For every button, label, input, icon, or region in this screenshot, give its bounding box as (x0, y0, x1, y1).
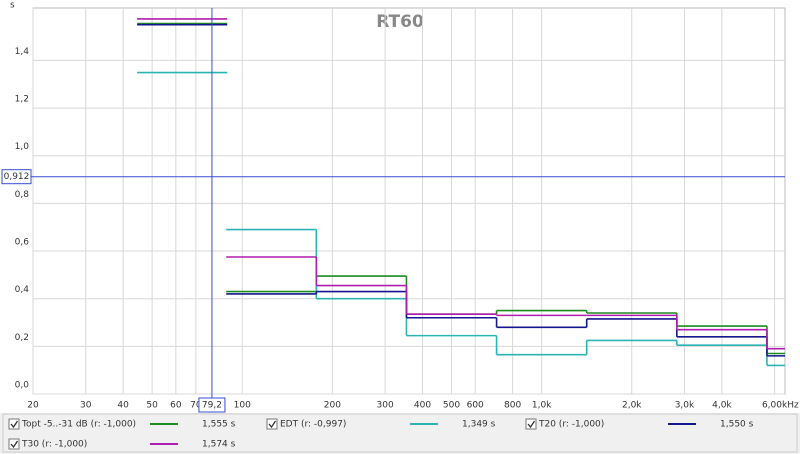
legend-readout: 1,550 s (720, 420, 754, 430)
x-tick-label: 800 (504, 401, 521, 411)
legend-readout: 1,574 s (202, 440, 236, 450)
y-tick-label: 0,6 (15, 238, 30, 248)
x-tick-label: 300 (377, 401, 394, 411)
legend-checkbox[interactable] (8, 438, 20, 450)
x-tick-label: 1,0k (532, 401, 552, 411)
legend-check (10, 420, 19, 429)
x-tick-label: 30 (80, 401, 92, 411)
cursor-x-box (198, 397, 226, 413)
x-tick-label: 2,0k (622, 401, 642, 411)
legend-readout: 1,349 s (462, 420, 496, 430)
legend-label: EDT (r: -0,997) (280, 420, 346, 430)
y-tick-label: 0,4 (15, 285, 30, 295)
legend-panel (0, 413, 800, 454)
cursor-x-label: 79,2 (202, 401, 222, 411)
cursor-y-label: 0,912 (4, 172, 30, 182)
x-tick-label: 200 (324, 401, 341, 411)
x-tick-label: 500 (443, 401, 460, 411)
x-tick-label: 6,00k (762, 401, 788, 411)
legend-check (268, 420, 277, 429)
cursor-y-box (1, 169, 32, 185)
x-tick-label: 600 (467, 401, 484, 411)
legend-readout: 1,555 s (202, 420, 236, 430)
x-unit: Hz (787, 401, 799, 411)
x-tick-label: 3,0k (675, 401, 695, 411)
chart-title: RT60 (376, 12, 424, 32)
legend-check (527, 420, 536, 429)
y-tick-label: 0,8 (15, 190, 30, 200)
x-tick-label: 40 (117, 401, 129, 411)
y-tick-label: 1,2 (15, 95, 29, 105)
y-tick-label: 0,2 (15, 333, 29, 343)
y-unit: s (10, 1, 15, 11)
legend-checkbox[interactable] (266, 418, 278, 430)
x-tick-label: 50 (146, 401, 158, 411)
legend-label: T20 (r: -1,000) (538, 420, 604, 430)
y-tick-label: 1,0 (15, 142, 30, 152)
y-tick-label: 0,0 (15, 381, 30, 391)
x-tick-label: 70 (190, 401, 202, 411)
x-tick-label: 100 (234, 401, 251, 411)
x-tick-label: 20 (27, 401, 39, 411)
legend-label: Topt -5..-31 dB (r: -1,000) (21, 420, 136, 430)
legend-label: T30 (r: -1,000) (21, 440, 87, 450)
legend-checkbox[interactable] (525, 418, 537, 430)
x-tick-label: 400 (414, 401, 431, 411)
legend-border (2, 413, 798, 453)
x-tick-label: 60 (170, 401, 182, 411)
y-tick-label: 1,4 (15, 47, 30, 57)
x-tick-label: 4,0k (712, 401, 732, 411)
legend-check (10, 440, 19, 449)
legend-checkbox[interactable] (8, 418, 20, 430)
